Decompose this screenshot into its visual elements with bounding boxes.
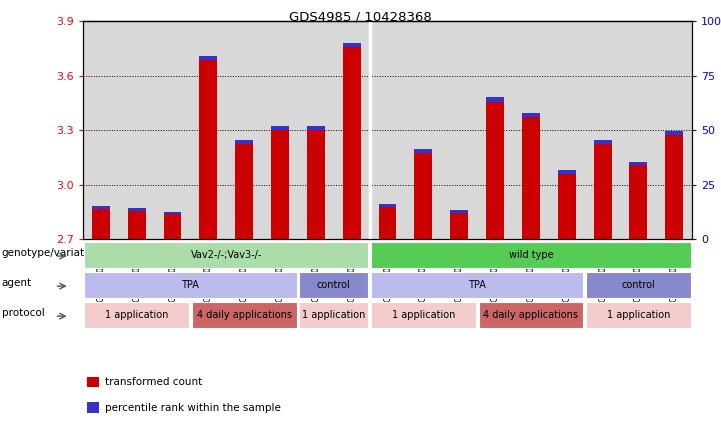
- Bar: [371, 242, 691, 268]
- Bar: [558, 174, 575, 239]
- Bar: [656, 21, 692, 239]
- Bar: [593, 140, 611, 144]
- Text: 1 application: 1 application: [606, 310, 670, 320]
- Bar: [307, 126, 325, 130]
- Bar: [486, 102, 504, 239]
- Bar: [522, 117, 540, 239]
- Bar: [298, 21, 334, 239]
- Bar: [334, 21, 370, 239]
- Text: Vav2-/-;Vav3-/-: Vav2-/-;Vav3-/-: [190, 250, 262, 260]
- Text: agent: agent: [1, 278, 32, 288]
- Text: control: control: [622, 280, 655, 290]
- Bar: [370, 21, 405, 239]
- Bar: [84, 272, 296, 298]
- Bar: [200, 56, 217, 60]
- Text: 1 application: 1 application: [105, 310, 169, 320]
- Bar: [379, 207, 397, 239]
- Bar: [629, 162, 647, 165]
- Bar: [271, 130, 289, 239]
- Bar: [405, 21, 441, 239]
- Bar: [92, 206, 110, 209]
- Bar: [192, 302, 296, 328]
- Bar: [119, 21, 154, 239]
- Text: transformed count: transformed count: [105, 377, 202, 387]
- Bar: [299, 272, 368, 298]
- Bar: [665, 135, 684, 239]
- Bar: [629, 165, 647, 239]
- Bar: [342, 47, 360, 239]
- Bar: [92, 209, 110, 239]
- Bar: [585, 21, 621, 239]
- Bar: [513, 21, 549, 239]
- Bar: [164, 214, 182, 239]
- Text: 4 daily applications: 4 daily applications: [483, 310, 578, 320]
- Bar: [342, 43, 360, 47]
- Bar: [621, 21, 656, 239]
- Bar: [441, 21, 477, 239]
- Bar: [558, 170, 575, 174]
- Text: protocol: protocol: [1, 308, 44, 318]
- Bar: [271, 126, 289, 130]
- Bar: [235, 140, 253, 144]
- Text: percentile rank within the sample: percentile rank within the sample: [105, 403, 280, 413]
- Bar: [415, 153, 433, 239]
- Bar: [128, 208, 146, 211]
- Bar: [415, 149, 433, 153]
- Bar: [371, 302, 476, 328]
- Bar: [586, 272, 691, 298]
- Bar: [450, 210, 468, 213]
- Text: 1 application: 1 application: [302, 310, 366, 320]
- Bar: [226, 21, 262, 239]
- Text: TPA: TPA: [182, 280, 200, 290]
- Bar: [665, 131, 684, 135]
- Bar: [477, 21, 513, 239]
- Text: genotype/variation: genotype/variation: [1, 248, 101, 258]
- Bar: [164, 212, 182, 214]
- Text: TPA: TPA: [468, 280, 486, 290]
- Bar: [307, 130, 325, 239]
- Bar: [154, 21, 190, 239]
- Bar: [190, 21, 226, 239]
- Bar: [84, 242, 368, 268]
- Text: control: control: [317, 280, 350, 290]
- Text: wild type: wild type: [508, 250, 553, 260]
- Text: 1 application: 1 application: [392, 310, 455, 320]
- Bar: [371, 272, 583, 298]
- Bar: [486, 97, 504, 102]
- Bar: [522, 113, 540, 117]
- Bar: [83, 21, 119, 239]
- Bar: [479, 302, 583, 328]
- Text: 4 daily applications: 4 daily applications: [197, 310, 292, 320]
- Bar: [593, 144, 611, 239]
- Bar: [235, 144, 253, 239]
- Bar: [200, 60, 217, 239]
- Bar: [379, 204, 397, 207]
- Text: GDS4985 / 10428368: GDS4985 / 10428368: [289, 11, 432, 24]
- Bar: [128, 211, 146, 239]
- Bar: [84, 302, 189, 328]
- Bar: [549, 21, 585, 239]
- Bar: [262, 21, 298, 239]
- Bar: [299, 302, 368, 328]
- Bar: [450, 213, 468, 239]
- Bar: [586, 302, 691, 328]
